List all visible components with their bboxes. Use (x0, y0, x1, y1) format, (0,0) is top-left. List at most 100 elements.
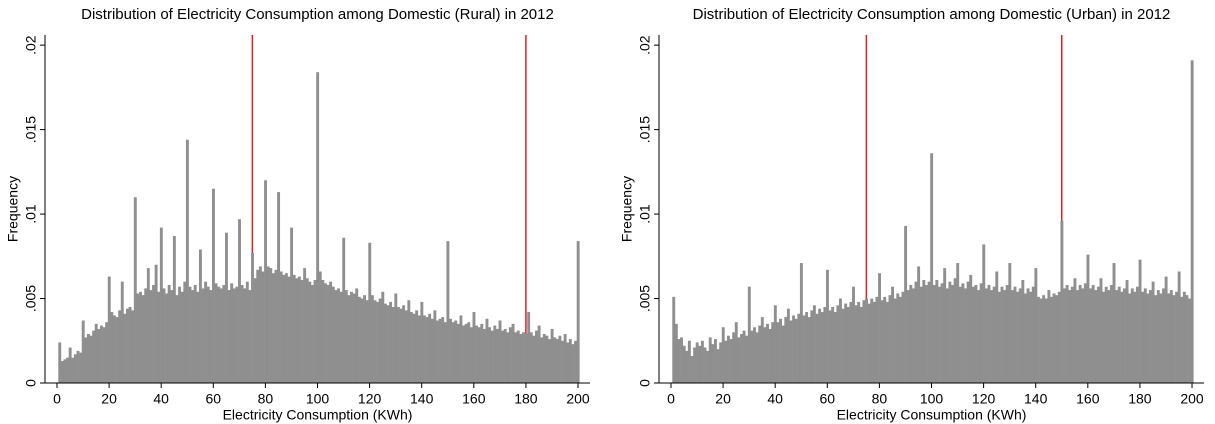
bar (81, 320, 85, 383)
bar (529, 332, 533, 383)
bar (1013, 286, 1017, 383)
bar (219, 288, 223, 383)
bar (540, 337, 544, 383)
x-tick-label: 200 (1180, 391, 1204, 407)
bar (852, 286, 855, 383)
bar (930, 153, 934, 383)
bar (703, 347, 707, 383)
bar (264, 180, 267, 383)
bar (555, 339, 559, 383)
bar (73, 354, 77, 383)
chart-title: Distribution of Electricity Consumption … (693, 6, 1171, 23)
bar (256, 269, 260, 383)
bar (818, 308, 822, 383)
bar (1180, 296, 1184, 383)
bar (63, 359, 67, 383)
y-tick-label: 0 (23, 379, 39, 387)
bar (1151, 281, 1155, 383)
bar (232, 288, 236, 383)
bar (112, 315, 116, 383)
bar (792, 315, 796, 383)
bar (888, 295, 892, 383)
bar (922, 279, 926, 383)
bar (1117, 286, 1121, 383)
bar (906, 290, 910, 383)
bar (1089, 288, 1093, 383)
bar (758, 325, 762, 383)
bar (532, 335, 536, 383)
y-tick-label: .005 (23, 285, 39, 312)
y-tick-label: .01 (23, 204, 39, 224)
bar (1023, 293, 1027, 383)
bar (917, 266, 921, 383)
bar (1081, 288, 1085, 383)
bar (123, 313, 127, 383)
bar (823, 306, 827, 383)
bar (807, 317, 811, 383)
bar (839, 298, 842, 383)
x-tick-label: 160 (1076, 391, 1100, 407)
bar (812, 305, 816, 383)
bar (342, 237, 346, 383)
bar (128, 306, 132, 383)
x-tick-label: 80 (872, 391, 888, 407)
chart: Distribution of Electricity Consumption … (619, 6, 1204, 423)
bar (1078, 285, 1082, 383)
bar (719, 342, 723, 383)
bar (574, 340, 578, 383)
bar (755, 332, 759, 383)
bar (932, 285, 936, 383)
bar (1010, 290, 1014, 383)
bar (519, 334, 523, 383)
bar (747, 286, 751, 383)
bar (480, 323, 484, 383)
bar (1042, 295, 1046, 383)
bar (904, 225, 908, 383)
bar (84, 337, 88, 383)
bar (880, 300, 884, 383)
bar (680, 337, 684, 383)
bar (245, 281, 249, 383)
bar (766, 323, 769, 383)
bar (700, 340, 704, 383)
bar (417, 315, 421, 383)
y-axis-label: Frequency (619, 176, 635, 242)
y-tick-label: .015 (23, 116, 39, 143)
bar (438, 318, 442, 383)
bar (677, 339, 681, 383)
bar (943, 268, 947, 383)
bar (1130, 288, 1134, 383)
bar (951, 285, 954, 383)
bar (935, 279, 939, 383)
bar (1047, 290, 1051, 383)
bar (99, 325, 103, 383)
bar (297, 276, 301, 383)
bar (154, 264, 158, 383)
bar (149, 290, 153, 383)
bar (141, 295, 145, 383)
bar (425, 317, 429, 383)
bar (300, 279, 304, 383)
bar (407, 300, 411, 383)
bar (172, 236, 176, 383)
bar (516, 330, 520, 383)
bar (86, 334, 90, 383)
bar (209, 290, 213, 383)
bar (695, 342, 699, 383)
bar (693, 347, 697, 383)
bar (857, 301, 861, 383)
bar (159, 227, 163, 383)
bar (253, 278, 257, 383)
bar (1076, 290, 1079, 383)
bar (292, 274, 296, 383)
bar (753, 327, 756, 383)
bar (1133, 291, 1137, 383)
x-tick-label: 20 (101, 391, 117, 407)
bar (1138, 259, 1142, 383)
bar (571, 344, 575, 383)
bar (508, 327, 512, 383)
bar (136, 293, 140, 383)
bar (891, 286, 895, 383)
x-tick-label: 100 (306, 391, 330, 407)
bar (68, 347, 72, 383)
